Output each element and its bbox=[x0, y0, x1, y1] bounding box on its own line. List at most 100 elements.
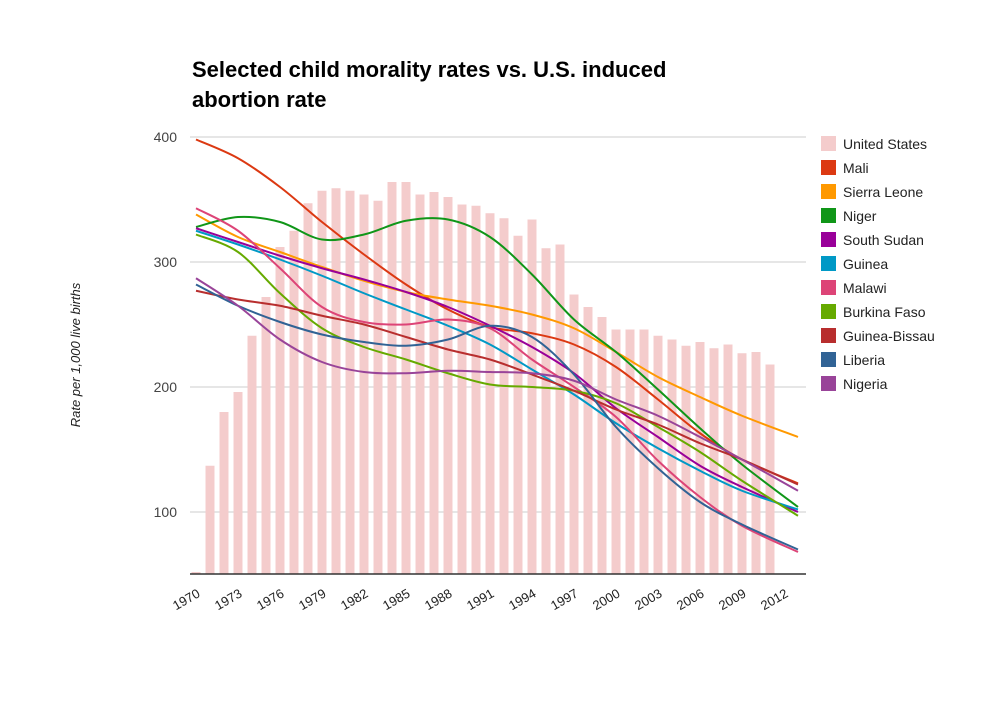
legend-item-south-sudan: South Sudan bbox=[821, 232, 924, 248]
y-axis-label: Rate per 1,000 live births bbox=[68, 282, 83, 427]
bar-1983 bbox=[373, 200, 383, 574]
line-liberia bbox=[195, 283, 799, 551]
bar-1973 bbox=[233, 392, 243, 574]
bar-1971 bbox=[205, 465, 215, 574]
bar-2011 bbox=[765, 364, 775, 574]
legend-label: Nigeria bbox=[843, 376, 888, 392]
legend-label: Mali bbox=[843, 160, 869, 176]
legend-swatch bbox=[821, 352, 836, 367]
bar-2002 bbox=[639, 329, 649, 574]
bar-1998 bbox=[583, 307, 593, 574]
chart-title: Selected child morality rates vs. U.S. i… bbox=[192, 57, 666, 112]
bar-1989 bbox=[457, 204, 467, 574]
line-sierra-leone bbox=[195, 213, 799, 438]
x-tick-label: 1982 bbox=[338, 586, 371, 613]
x-tick-label: 1985 bbox=[380, 586, 413, 613]
legend-label: Sierra Leone bbox=[843, 184, 923, 200]
line-guinea bbox=[195, 229, 799, 511]
bar-2006 bbox=[695, 342, 705, 574]
y-tick-label: 300 bbox=[154, 254, 178, 270]
legend-swatch bbox=[821, 136, 836, 151]
legend-item-niger: Niger bbox=[821, 208, 877, 224]
bar-1972 bbox=[219, 412, 229, 574]
bar-1997 bbox=[569, 294, 579, 574]
line-niger bbox=[195, 215, 799, 508]
bar-1991 bbox=[485, 213, 495, 574]
bar-1993 bbox=[513, 235, 523, 574]
x-tick-label: 2012 bbox=[758, 586, 791, 613]
legend-swatch bbox=[821, 208, 836, 223]
x-tick-label: 2003 bbox=[632, 586, 665, 613]
legend-swatch bbox=[821, 376, 836, 391]
x-tick-label: 1976 bbox=[254, 586, 287, 613]
bar-series-united-states bbox=[191, 182, 775, 574]
bar-1986 bbox=[415, 194, 425, 574]
bar-1975 bbox=[261, 297, 271, 574]
bar-1987 bbox=[429, 192, 439, 574]
x-tick-label: 2009 bbox=[716, 586, 749, 613]
legend: United States Mali Sierra Leone Niger South … bbox=[821, 136, 935, 392]
bar-2008 bbox=[723, 344, 733, 574]
legend-swatch bbox=[821, 304, 836, 319]
bar-1976 bbox=[275, 247, 285, 574]
legend-swatch bbox=[821, 328, 836, 343]
line-malawi bbox=[195, 207, 799, 553]
bar-1980 bbox=[331, 188, 341, 574]
x-tick-label: 2000 bbox=[590, 586, 623, 613]
legend-label: Malawi bbox=[843, 280, 887, 296]
legend-item-guinea-bissau: Guinea-Bissau bbox=[821, 328, 935, 344]
x-tick-label: 1991 bbox=[464, 586, 497, 613]
bar-1984 bbox=[387, 182, 397, 574]
bar-2000 bbox=[611, 329, 621, 574]
chart-title-line-1: Selected child morality rates vs. U.S. i… bbox=[192, 57, 666, 82]
x-tick-labels: 1970 1973 1976 1979 1982 1985 1988 1991 1994 1997… bbox=[170, 586, 791, 613]
x-tick-label: 1970 bbox=[170, 586, 203, 613]
line-guinea-bissau bbox=[195, 289, 799, 486]
legend-label: Niger bbox=[843, 208, 877, 224]
bar-1999 bbox=[597, 317, 607, 574]
legend-swatch bbox=[821, 232, 836, 247]
chart-title-line-2: abortion rate bbox=[192, 87, 326, 112]
y-tick-labels: 100 200 300 400 bbox=[154, 129, 178, 520]
bar-1978 bbox=[303, 203, 313, 574]
legend-item-sierra-leone: Sierra Leone bbox=[821, 184, 923, 200]
legend-label: Guinea-Bissau bbox=[843, 328, 935, 344]
bar-1982 bbox=[359, 194, 369, 574]
legend-label: Burkina Faso bbox=[843, 304, 926, 320]
bar-1992 bbox=[499, 218, 509, 574]
bar-2001 bbox=[625, 329, 635, 574]
line-mali bbox=[195, 138, 799, 485]
legend-label: Liberia bbox=[843, 352, 885, 368]
x-tick-label: 2006 bbox=[674, 586, 707, 613]
bar-2010 bbox=[751, 352, 761, 574]
bar-2003 bbox=[653, 335, 663, 574]
x-tick-label: 1988 bbox=[422, 586, 455, 613]
legend-swatch bbox=[821, 256, 836, 271]
x-tick-label: 1994 bbox=[506, 586, 539, 613]
line-burkina-faso bbox=[195, 233, 799, 517]
bar-1977 bbox=[289, 230, 299, 574]
bar-1994 bbox=[527, 219, 537, 574]
legend-item-guinea: Guinea bbox=[821, 256, 888, 272]
bar-1981 bbox=[345, 190, 355, 574]
line-south-sudan bbox=[195, 227, 799, 513]
legend-label: South Sudan bbox=[843, 232, 924, 248]
x-tick-label: 1973 bbox=[212, 586, 245, 613]
y-tick-label: 200 bbox=[154, 379, 178, 395]
line-nigeria bbox=[195, 277, 799, 492]
bar-1996 bbox=[555, 244, 565, 574]
legend-swatch bbox=[821, 280, 836, 295]
legend-item-malawi: Malawi bbox=[821, 280, 887, 296]
legend-swatch bbox=[821, 184, 836, 199]
x-tick-label: 1979 bbox=[296, 586, 329, 613]
line-series bbox=[195, 138, 799, 553]
legend-swatch bbox=[821, 160, 836, 175]
bar-1979 bbox=[317, 190, 327, 574]
legend-item-liberia: Liberia bbox=[821, 352, 885, 368]
legend-item-united-states: United States bbox=[821, 136, 927, 152]
bar-2005 bbox=[681, 345, 691, 574]
legend-label: Guinea bbox=[843, 256, 888, 272]
bar-1988 bbox=[443, 197, 453, 574]
legend-item-burkina-faso: Burkina Faso bbox=[821, 304, 926, 320]
